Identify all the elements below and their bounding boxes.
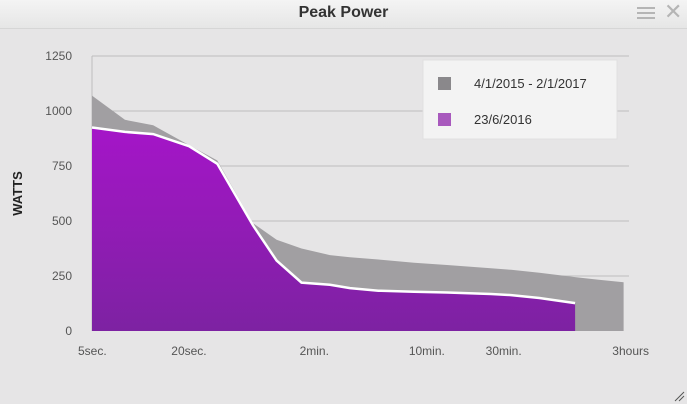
legend-swatch-1[interactable] [438,113,451,126]
y-axis-label: WATTS [10,171,25,216]
resize-grip-icon[interactable] [673,390,685,402]
peak-power-chart: 0 250 500 750 1000 1250 WATTS 5sec. 20sec. 2min. 1… [10,49,649,358]
x-tick-label-5: 3hours [612,344,649,358]
close-icon[interactable]: ✕ [664,0,683,24]
y-tick-label-750: 750 [52,159,72,173]
chart-panel: 0 250 500 750 1000 1250 WATTS 5sec. 20sec. 2min. 1… [0,29,687,404]
y-tick-label-0: 0 [65,324,72,338]
window-titlebar: Peak Power ✕ [0,0,687,29]
series-area-1 [92,127,576,331]
y-tick-label-1250: 1250 [45,49,72,63]
x-tick-label-3: 10min. [409,344,445,358]
legend-label-1: 23/6/2016 [474,112,532,127]
x-tick-label-4: 30min. [486,344,522,358]
x-tick-label-2: 2min. [300,344,329,358]
legend-label-0: 4/1/2015 - 2/1/2017 [474,76,587,91]
x-tick-label-0: 5sec. [78,344,107,358]
x-tick-label-1: 20sec. [171,344,206,358]
hamburger-menu-icon[interactable] [637,5,655,21]
window-title: Peak Power [298,4,389,21]
legend-swatch-0[interactable] [438,77,451,90]
legend-box [422,59,618,140]
y-tick-label-250: 250 [52,269,72,283]
y-tick-label-1000: 1000 [45,104,72,118]
y-tick-label-500: 500 [52,214,72,228]
series-line-1 [91,126,576,305]
